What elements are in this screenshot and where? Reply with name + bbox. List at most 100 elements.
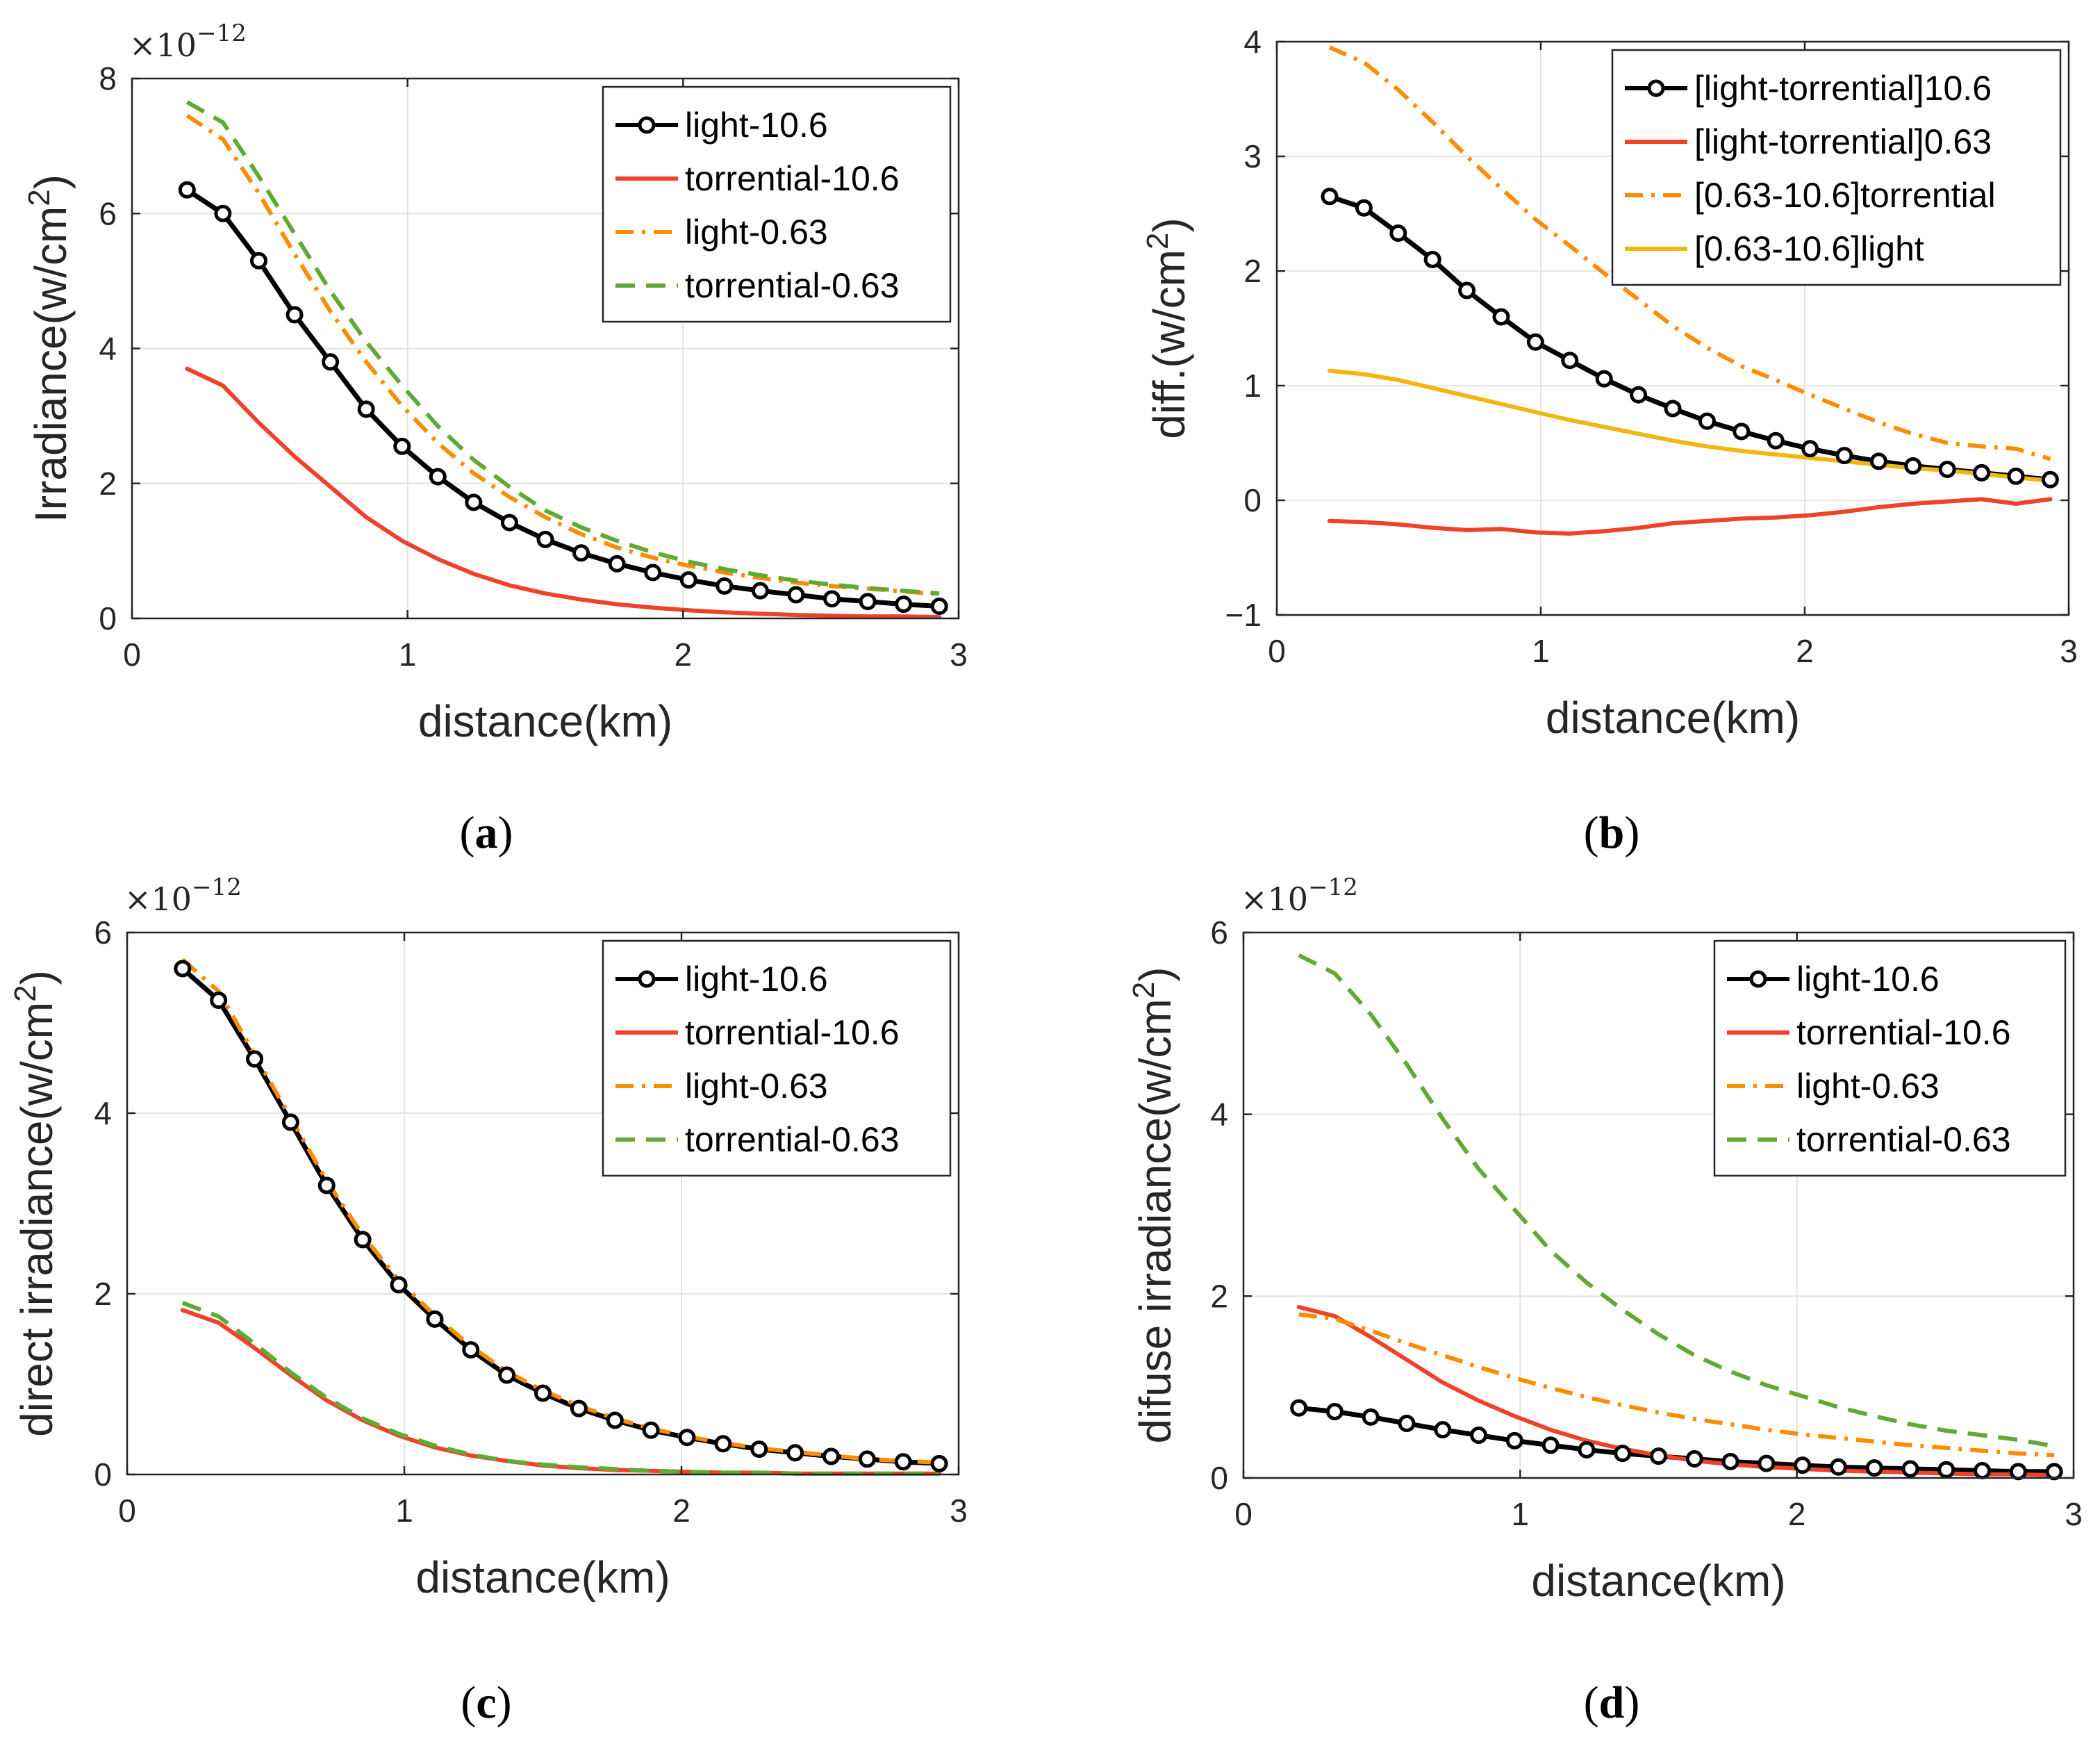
legend-label: torrential-10.6 <box>685 1013 900 1052</box>
legend-label: light-10.6 <box>685 960 828 999</box>
panel-label-close: ) <box>497 1677 512 1728</box>
y-tick-label: 4 <box>1243 24 1262 60</box>
data-point <box>1526 333 1544 351</box>
exponent-power: −12 <box>1308 873 1358 901</box>
data-point <box>1758 1454 1776 1472</box>
data-point <box>390 1276 408 1294</box>
data-point <box>644 564 662 582</box>
data-point <box>534 1384 552 1402</box>
x-axis-label: distance(km) <box>1546 693 1800 743</box>
legend-marker <box>1749 970 1767 988</box>
panel-label-close: ) <box>1624 807 1639 858</box>
data-point <box>317 1176 336 1194</box>
y-axis-label-main: direct irradiance(w/cm <box>12 1002 62 1437</box>
y-axis-label-end: ) <box>1130 967 1180 981</box>
y-tick-label: 0 <box>1210 1460 1228 1496</box>
y-tick-label: 2 <box>94 1276 112 1312</box>
data-point <box>751 582 769 600</box>
data-point <box>210 992 228 1009</box>
y-tick-label: 8 <box>99 60 117 97</box>
data-point <box>642 1421 660 1439</box>
legend-label: [light-torrential]10.6 <box>1694 69 1992 108</box>
y-tick-label: −1 <box>1225 597 1262 633</box>
data-point <box>462 1341 480 1359</box>
exponent-base: ×10 <box>1241 880 1308 918</box>
data-point <box>1595 370 1613 388</box>
series-line-torrential-10.6 <box>185 366 942 620</box>
x-tick-label: 3 <box>2065 1496 2083 1532</box>
legend: light-10.6 torrential-10.6 light-0.63 torre… <box>602 85 952 323</box>
panel-d: 0 1 2 3 0 2 4 6 ×10−12 distance(km) difuse irradia… <box>1127 873 2083 1728</box>
data-point <box>894 1453 912 1471</box>
series-line-[light-torrential]0.63 <box>1328 497 2053 536</box>
y-tick-label: 0 <box>1243 482 1262 518</box>
y-axis-label-sup: 2 <box>8 985 42 1001</box>
data-point <box>2009 1463 2027 1481</box>
data-point <box>822 1447 840 1465</box>
data-point <box>1470 1427 1488 1445</box>
series-line-[0.63-10.6]light <box>1328 368 2053 483</box>
panel-label-open: ( <box>461 1677 476 1728</box>
y-exponent-label: ×10−12 <box>1241 873 1358 918</box>
legend-marker <box>638 970 656 988</box>
y-axis-label-main: diff.(w/cm <box>1144 249 1194 439</box>
legend-label: [light-torrential]0.63 <box>1694 122 1992 161</box>
legend-marker <box>638 116 656 134</box>
data-point <box>679 571 697 589</box>
y-exponent-label: ×10−12 <box>124 873 242 918</box>
data-point <box>1541 1436 1560 1454</box>
data-point <box>393 437 411 455</box>
panel-label-letter: d <box>1599 1677 1625 1728</box>
data-point <box>606 1411 624 1429</box>
data-point <box>1904 457 1922 475</box>
y-tick-label: 4 <box>94 1095 112 1131</box>
data-point <box>895 595 913 614</box>
data-point <box>246 1050 264 1068</box>
exponent-power: −12 <box>192 873 242 901</box>
data-point <box>322 353 340 371</box>
data-point <box>930 598 948 616</box>
data-point <box>286 306 304 324</box>
data-point <box>1685 1450 1703 1468</box>
legend: [light-torrential]10.6 [light-torrential]… <box>1611 49 2062 286</box>
data-point <box>1721 1452 1739 1470</box>
data-point <box>1901 1460 1919 1478</box>
legend-label: light-10.6 <box>685 106 828 145</box>
data-point <box>214 204 232 222</box>
y-tick-label: 2 <box>1243 253 1262 289</box>
data-point <box>1801 440 1819 458</box>
legend-label: [0.63-10.6]torrential <box>1694 176 1996 215</box>
y-tick-label: 0 <box>99 600 117 636</box>
series-line-torrential-0.63 <box>1298 953 2055 1449</box>
legend: light-10.6 torrential-10.6 light-0.63 torre… <box>602 939 952 1177</box>
legend-label: torrential-10.6 <box>1796 1013 2011 1052</box>
series-line-torrential-0.63 <box>181 1301 940 1476</box>
data-point <box>1578 1440 1596 1458</box>
data-point <box>1290 1399 1308 1417</box>
legend-label: torrential-0.63 <box>685 1120 900 1159</box>
legend-label: [0.63-10.6]light <box>1694 229 1924 268</box>
data-point <box>786 1444 804 1462</box>
data-point <box>1389 224 1407 243</box>
axes-box <box>1275 40 2070 616</box>
panel-label: (d) <box>1584 1677 1640 1728</box>
panel-label-open: ( <box>1584 1677 1599 1728</box>
data-point <box>750 1440 768 1458</box>
data-point <box>1829 1458 1847 1476</box>
data-point <box>1398 1415 1416 1432</box>
x-tick-label: 0 <box>118 1493 136 1529</box>
data-point <box>429 468 447 486</box>
x-tick-label: 2 <box>675 636 693 673</box>
data-point <box>1973 463 1991 482</box>
axes-box <box>126 931 960 1476</box>
data-point <box>465 493 483 511</box>
y-axis-label: direct irradiance(w/cm2) <box>8 970 62 1437</box>
data-point <box>1325 1402 1343 1420</box>
data-point <box>2007 467 2025 485</box>
y-tick-label: 6 <box>99 195 117 231</box>
series-line-torrential-0.63 <box>185 100 940 596</box>
data-point <box>2041 470 2059 488</box>
data-point <box>1698 412 1716 430</box>
y-tick-label: 2 <box>1210 1278 1228 1314</box>
y-tick-label: 4 <box>1210 1096 1228 1133</box>
